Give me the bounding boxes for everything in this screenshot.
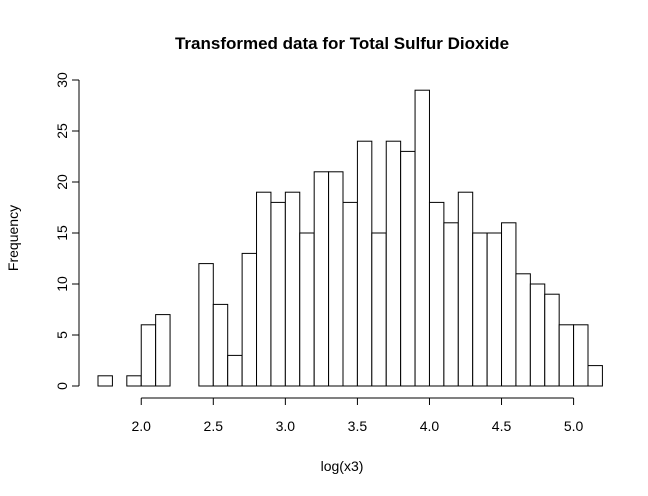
histogram-bar [198, 263, 214, 387]
x-tick-label: 5.0 [564, 418, 584, 434]
histogram-bar [544, 293, 560, 387]
histogram-bar [212, 303, 229, 387]
histogram-bars [97, 89, 603, 387]
y-tick-label: 20 [54, 174, 70, 190]
histogram-bar [573, 324, 589, 387]
histogram-bar [443, 222, 459, 387]
histogram-bar [414, 89, 430, 387]
histogram-bar [501, 222, 517, 387]
histogram-bar [428, 201, 445, 387]
histogram-bar [356, 140, 373, 387]
x-axis: 2.0 2.5 3.0 3.5 4.0 4.5 5.0 [132, 397, 584, 434]
y-tick-label: 0 [54, 382, 70, 390]
x-tick-label: 2.5 [204, 418, 224, 434]
histogram-bar [97, 375, 113, 387]
x-tick-label: 4.0 [420, 418, 440, 434]
x-tick-label: 2.0 [132, 418, 152, 434]
y-tick-label: 5 [54, 331, 70, 339]
histogram-bar [313, 171, 330, 387]
histogram-bar [558, 324, 575, 387]
x-tick-label: 3.0 [276, 418, 296, 434]
histogram-bar [371, 232, 387, 387]
histogram-bar [140, 324, 157, 387]
histogram-bar [472, 232, 488, 387]
histogram-bar [342, 201, 358, 387]
histogram-bar [256, 191, 272, 387]
histogram-bar [486, 232, 503, 387]
histogram-bar [457, 191, 474, 387]
histogram-bar [328, 171, 344, 387]
histogram-bar [284, 191, 301, 387]
y-tick-label: 30 [54, 72, 70, 88]
histogram-bar [529, 283, 546, 387]
histogram-bar [155, 314, 171, 387]
histogram-bar [126, 375, 142, 387]
x-axis-label: log(x3) [321, 458, 364, 474]
histogram-bar [385, 140, 402, 387]
x-tick-label: 3.5 [348, 418, 368, 434]
y-tick-label: 10 [54, 276, 70, 292]
histogram-bar [299, 232, 315, 387]
y-tick-label: 25 [54, 123, 70, 139]
y-axis-label: Frequency [5, 205, 21, 271]
histogram-bar [270, 201, 286, 387]
x-tick-label: 4.5 [492, 418, 512, 434]
y-axis: 0 5 10 15 20 25 30 [54, 72, 80, 390]
histogram-bar [587, 365, 603, 387]
histogram-bar [241, 252, 258, 387]
y-tick-label: 15 [54, 225, 70, 241]
histogram-bar [227, 354, 243, 387]
chart-title: Transformed data for Total Sulfur Dioxid… [175, 34, 509, 53]
histogram-bar [515, 273, 531, 387]
histogram-bar [400, 150, 416, 387]
